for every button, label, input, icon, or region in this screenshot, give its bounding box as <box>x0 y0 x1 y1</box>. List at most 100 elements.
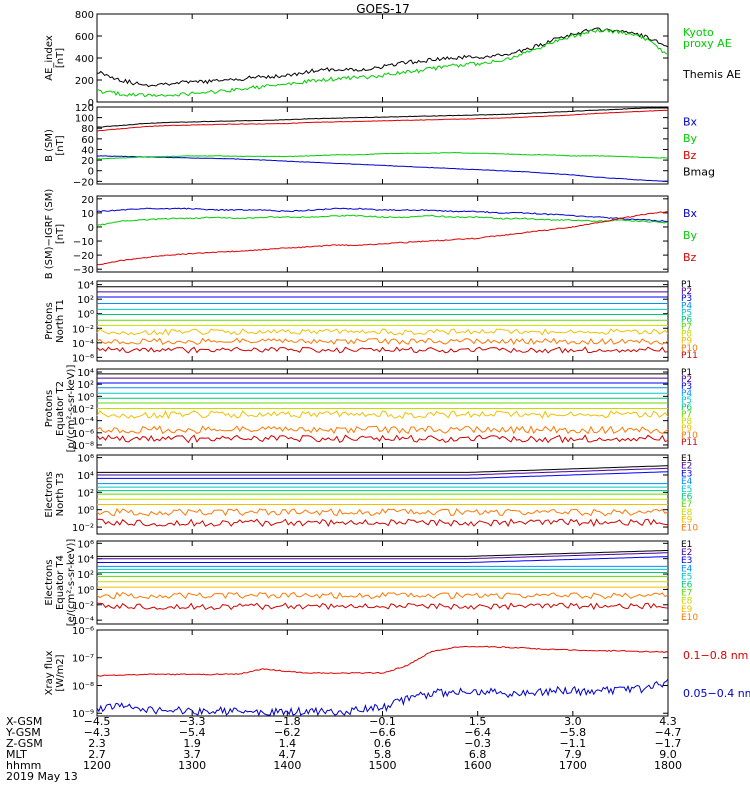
legend-entry: 0.05−0.4 nm <box>683 687 750 700</box>
y-tick-label: −20 <box>73 177 94 188</box>
series-line-0-1-0-8-nm <box>96 645 669 677</box>
y-tick-label: 10⁰ <box>77 506 94 517</box>
y-tick-label: 10⁴ <box>77 281 94 292</box>
y-tick-label: 0 <box>88 98 94 109</box>
legend-entry: E8 <box>681 597 693 607</box>
y-tick-label: 10⁻⁷ <box>72 654 94 665</box>
ephemeris-value: 1200 <box>83 759 111 772</box>
series-line-bx <box>96 207 669 222</box>
y-tick-label: 10⁶ <box>77 539 94 550</box>
y-tick-label: 120 <box>75 103 94 114</box>
ephemeris-value: −1.7 <box>655 737 682 750</box>
legend-entry: E8 <box>681 508 693 518</box>
y-tick-label: 10⁻⁴ <box>72 339 94 350</box>
legend-entry: E1 <box>681 540 692 550</box>
y-tick-label: 10⁻² <box>72 405 94 416</box>
legend-entry: E10 <box>681 523 698 533</box>
y-tick-label: 10² <box>77 570 94 581</box>
ephemeris-value: −5.8 <box>559 726 586 739</box>
channel-line <box>97 471 669 479</box>
y-tick-label: 10⁻⁸ <box>72 441 94 452</box>
ephemeris-value: 1800 <box>654 759 682 772</box>
channel-line <box>97 550 668 557</box>
channel-line <box>96 410 669 420</box>
y-tick-label: 600 <box>75 32 94 43</box>
y-axis-label: Equator T2 <box>55 381 66 436</box>
legend-entry: E6 <box>681 581 693 591</box>
ephemeris-row-label: Z-GSM <box>6 737 43 750</box>
series-line-bz <box>96 109 669 132</box>
y-axis-label: B (SM) <box>44 129 55 162</box>
y-tick-label: 10⁻² <box>72 601 94 612</box>
legend-entry: Bmag <box>683 166 715 179</box>
y-axis-label: Xray flux <box>44 651 55 696</box>
legend-entry: P11 <box>681 351 698 361</box>
ephemeris-value: −1.1 <box>559 737 586 750</box>
plot-title: GOES-17 <box>356 2 410 16</box>
y-tick-label: 0 <box>88 223 94 234</box>
legend-entry: Kyoto <box>683 26 714 39</box>
legend-entry: E7 <box>681 500 692 510</box>
ephemeris-value: 3.0 <box>564 715 582 728</box>
legend-entry: E3 <box>681 556 692 566</box>
legend-entry: E10 <box>681 613 698 623</box>
y-axis-label: Protons <box>44 390 55 427</box>
y-tick-label: 10⁴ <box>77 471 94 482</box>
y-axis-units: [p/(cm²-s-sr-keV)] <box>66 365 77 453</box>
y-axis-label: [W/m2] <box>55 654 66 691</box>
channel-line <box>96 328 669 336</box>
y-tick-label: 10² <box>77 380 94 391</box>
legend-entry: E4 <box>681 477 693 487</box>
legend-entry: P3 <box>681 382 692 392</box>
y-tick-label: 10⁻⁶ <box>72 626 94 637</box>
panel-frame <box>96 13 669 103</box>
y-tick-label: 10⁰ <box>77 392 94 403</box>
y-tick-label: 10⁰ <box>77 585 94 596</box>
ephemeris-value: 9.0 <box>659 748 677 761</box>
legend-entry: P9 <box>681 337 692 347</box>
ephemeris-row-label: Y-GSM <box>5 726 41 739</box>
ephemeris-value: −0.1 <box>369 715 396 728</box>
ephemeris-value: 1.5 <box>469 715 487 728</box>
y-tick-label: 10⁶ <box>77 454 94 465</box>
legend-entry: P4 <box>681 301 692 311</box>
y-axis-label: [nT] <box>55 48 66 68</box>
legend-entry: E6 <box>681 493 693 503</box>
y-axis-label: AE_index <box>44 35 55 81</box>
legend-entry: Bz <box>683 149 697 162</box>
y-tick-label: 80 <box>81 124 94 135</box>
y-tick-label: −20 <box>73 251 94 262</box>
y-tick-label: 10⁻² <box>72 523 94 534</box>
ephemeris-value: 5.8 <box>374 748 392 761</box>
date-label: 2019 May 13 <box>6 770 78 783</box>
y-tick-label: 10⁻⁸ <box>72 681 94 692</box>
series-line-bz <box>96 211 668 266</box>
legend-entry: Bz <box>683 251 697 264</box>
legend-entry: P1 <box>681 280 692 290</box>
legend-entry: P11 <box>681 438 698 448</box>
channel-line <box>96 518 669 528</box>
ephemeris-row-label: hhmm <box>6 759 41 772</box>
y-tick-label: 0 <box>88 167 94 178</box>
y-tick-label: 60 <box>81 135 94 146</box>
legend-entry: E3 <box>681 469 692 479</box>
legend-entry: P7 <box>681 323 692 333</box>
series-line-0-05-0-4-nm <box>96 678 669 717</box>
legend-entry: E2 <box>681 462 692 472</box>
y-tick-label: 20 <box>81 195 94 206</box>
legend-entry: P8 <box>681 330 692 340</box>
legend-entry: P2 <box>681 287 692 297</box>
ephemeris-value: −4.7 <box>655 726 682 739</box>
y-tick-label: 10⁴ <box>77 368 94 379</box>
series-line-bmag <box>96 107 668 128</box>
y-tick-label: 800 <box>75 10 94 21</box>
legend-entry: Themis AE <box>682 68 741 81</box>
y-axis-label: North T1 <box>55 299 66 343</box>
y-tick-label: 10² <box>77 295 94 306</box>
y-tick-label: 10⁰ <box>77 310 94 321</box>
channel-line <box>96 425 669 435</box>
panel-frame <box>96 106 669 185</box>
ephemeris-value: 1500 <box>369 759 397 772</box>
channel-line <box>96 591 669 600</box>
